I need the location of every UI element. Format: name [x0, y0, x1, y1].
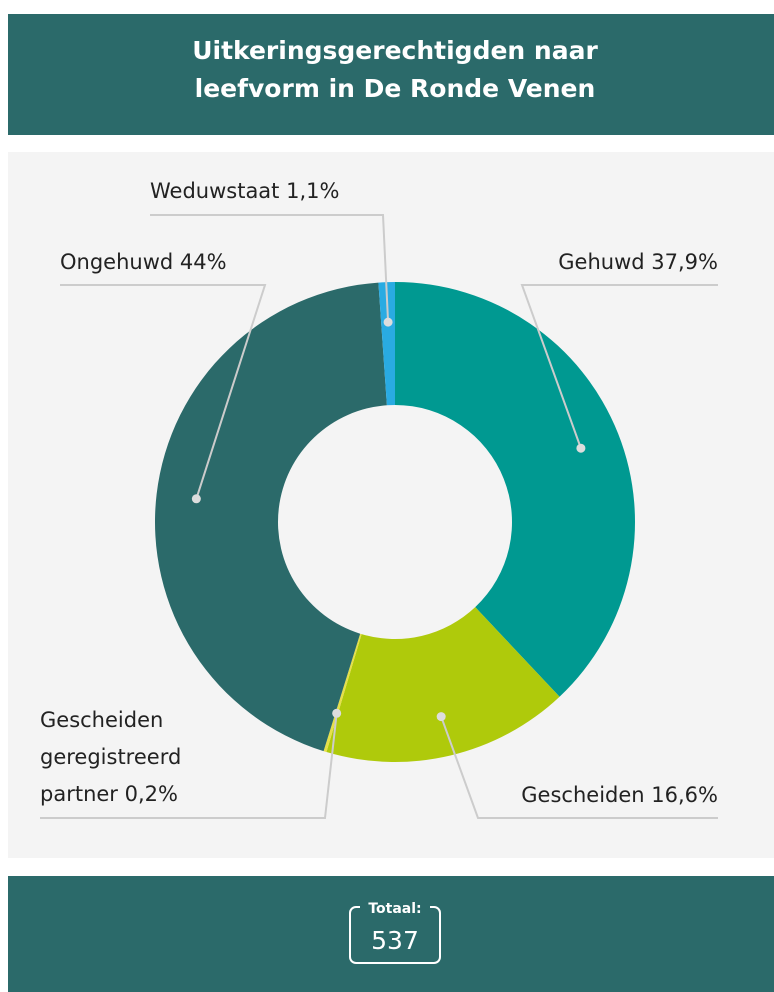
label-value: 16,6%	[651, 783, 718, 807]
total-gap	[360, 900, 430, 916]
leader-dot	[332, 708, 342, 718]
label-value: 37,9%	[651, 250, 718, 274]
label-value: 44%	[179, 250, 227, 274]
leader-dot	[383, 317, 393, 327]
footer	[8, 876, 774, 992]
leader-line	[150, 214, 390, 323]
chart-title: Uitkeringsgerechtigden naar leefvorm in …	[192, 36, 598, 103]
donut-slice	[326, 607, 560, 763]
donut-slice	[378, 282, 395, 406]
slice-label: Gehuwd 37,9%	[558, 244, 718, 281]
donut-slice	[154, 282, 387, 752]
slice-label: Gescheiden 16,6%	[521, 777, 718, 814]
slice-label: Gescheiden geregistreerd partner 0,2%	[40, 702, 230, 813]
donut-slice	[323, 633, 362, 753]
total-label: Totaal:	[368, 901, 421, 917]
slice-label: Ongehuwd 44%	[60, 244, 227, 281]
label-value: 0,2%	[124, 782, 178, 806]
total-value: 537	[371, 926, 419, 955]
label-category: Gescheiden	[521, 783, 645, 807]
leader-line	[440, 716, 718, 819]
label-category: Gehuwd	[558, 250, 645, 274]
leader-dot	[576, 443, 586, 453]
slice-label: Weduwstaat 1,1%	[150, 173, 339, 210]
leader-line	[40, 713, 338, 819]
leader-line	[520, 284, 718, 449]
donut-slice	[395, 282, 635, 697]
leader-dot	[436, 712, 446, 722]
leader-line	[60, 284, 267, 500]
label-category: Gescheiden geregistreerd partner	[40, 708, 182, 806]
label-category: Ongehuwd	[60, 250, 174, 274]
leader-dot	[191, 494, 201, 504]
label-category: Weduwstaat	[150, 179, 280, 203]
header	[8, 14, 774, 135]
label-value: 1,1%	[286, 179, 340, 203]
